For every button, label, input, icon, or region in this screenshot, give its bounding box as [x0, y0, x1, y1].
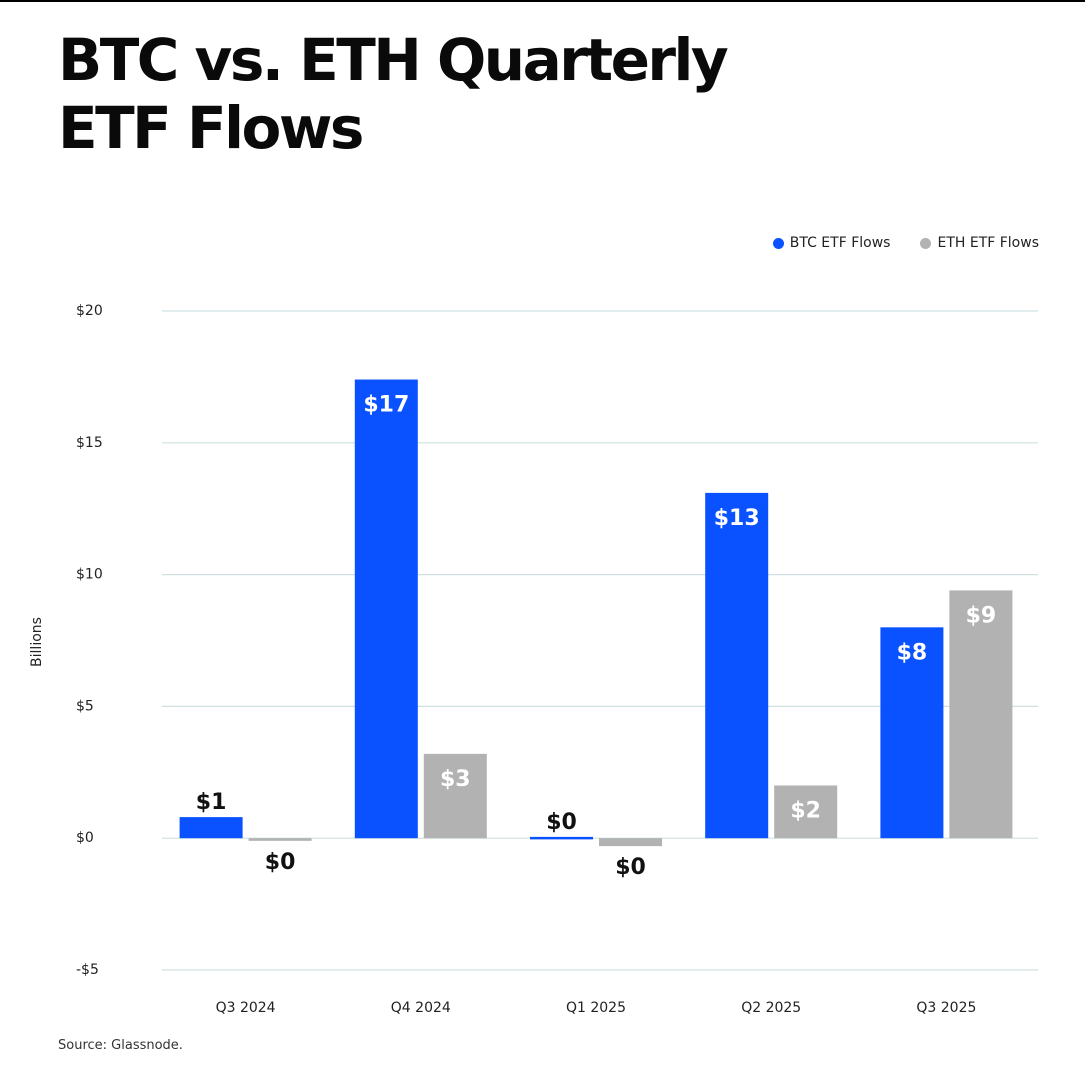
y-axis-ticks: $20 $15 $10 $5 $0 -$5 [76, 303, 103, 978]
x-axis-ticks: Q3 2024 Q4 2024 Q1 2025 Q2 2025 Q3 2025 [216, 1000, 977, 1016]
bar-btc [179, 817, 243, 839]
y-tick-label: $0 [76, 830, 94, 846]
x-tick-label: Q4 2024 [391, 1000, 451, 1016]
bar-chart: $20$15$10$5$0-$5 $1$0$17$3$0$0$13$2$8$9 … [29, 303, 1038, 1016]
y-tick-label: $10 [76, 567, 103, 583]
chart-legend: BTC ETF Flows ETH ETF Flows [772, 235, 1039, 251]
y-tick-label: $15 [76, 435, 103, 451]
legend-swatch-btc [772, 237, 784, 249]
bar-btc [705, 492, 769, 839]
x-tick-label: Q1 2025 [566, 1000, 626, 1016]
data-label-eth: $0 [615, 855, 646, 880]
data-label-btc: $0 [546, 810, 577, 835]
bar-eth [423, 753, 487, 839]
legend-swatch-eth [920, 237, 932, 249]
bar-btc [354, 379, 418, 839]
y-tick-label: $5 [76, 698, 94, 714]
data-label-btc: $13 [714, 506, 760, 531]
x-tick-label: Q3 2024 [216, 1000, 276, 1016]
bar-eth [774, 785, 838, 839]
bar-btc [880, 627, 944, 839]
legend-item-btc: BTC ETF Flows [772, 235, 891, 251]
data-label-eth: $3 [440, 767, 471, 792]
chart-title: BTC vs. ETH Quarterly ETF Flows [58, 26, 958, 162]
legend-label-eth: ETH ETF Flows [937, 235, 1039, 251]
legend-item-eth: ETH ETF Flows [920, 235, 1039, 251]
bar-eth [599, 838, 662, 847]
data-label-eth: $9 [966, 603, 997, 628]
bars [179, 379, 1013, 847]
data-labels: $1 $0 $17 $3 $0 $0 $13 $2 $8 $9 [196, 393, 996, 881]
chart-title-line-2: ETF Flows [58, 94, 364, 162]
top-rule [0, 0, 1085, 2]
bar-eth [248, 838, 312, 841]
data-label-btc: $1 [196, 790, 227, 815]
data-label-eth: $0 [265, 850, 296, 875]
data-label-eth: $2 [790, 798, 821, 823]
legend-label-btc: BTC ETF Flows [789, 235, 891, 251]
y-tick-label: -$5 [76, 962, 99, 978]
data-label-btc: $8 [897, 640, 928, 665]
x-tick-label: Q2 2025 [741, 1000, 801, 1016]
bar-eth [949, 590, 1013, 839]
y-axis-title: Billions [29, 617, 45, 667]
source-note: Source: Glassnode. [58, 1038, 183, 1053]
y-tick-label: $20 [76, 303, 103, 319]
chart-title-line-1: BTC vs. ETH Quarterly [58, 26, 729, 94]
bar-btc [530, 836, 593, 840]
x-tick-label: Q3 2025 [916, 1000, 976, 1016]
data-label-btc: $17 [363, 393, 409, 418]
